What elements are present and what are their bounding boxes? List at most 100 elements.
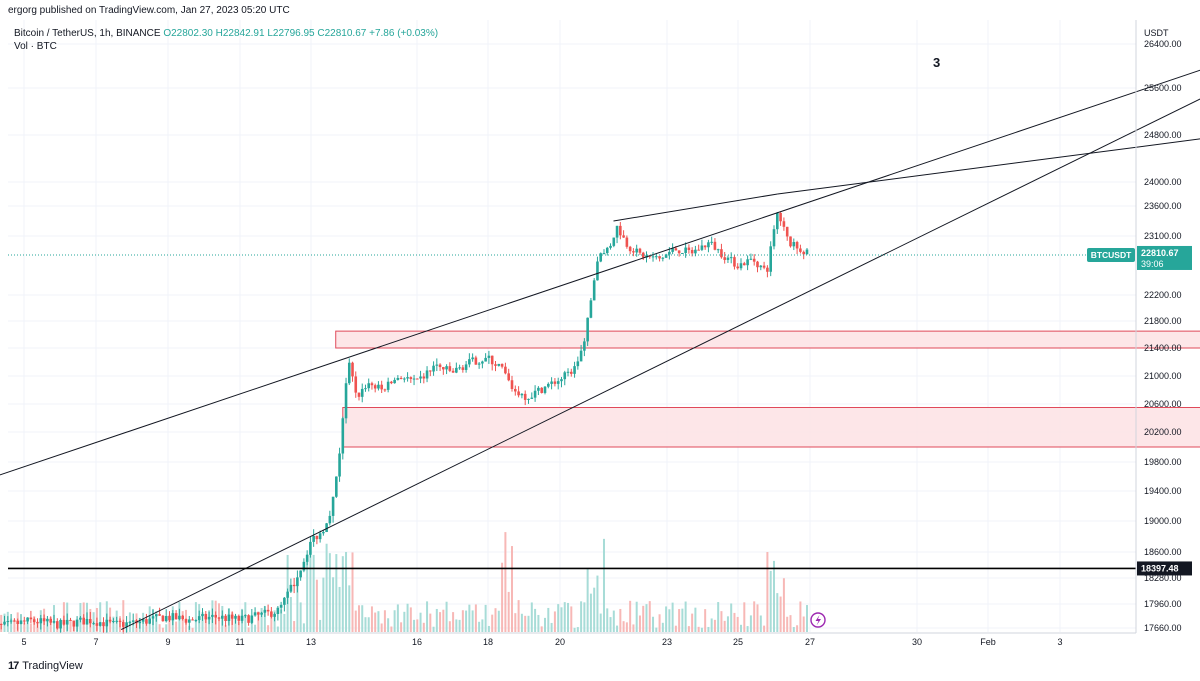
candle-body [779,212,782,222]
candle-body [422,376,426,379]
candle-body [415,378,419,380]
candle-body [612,237,616,246]
x-tick-label: 23 [662,637,672,647]
volume-bar [773,560,775,632]
volume-bar [20,620,22,632]
volume-bar [609,617,612,632]
volume-bar [409,607,412,632]
candle-body [566,371,570,373]
volume-bar [250,622,253,632]
candle-body [458,367,461,369]
volume-bar [619,608,622,632]
candle-body [122,621,125,627]
volume-bar [511,546,513,632]
candle-body [341,418,345,454]
volume-bar [319,619,322,632]
y-tick-label: 23100.00 [1144,231,1182,241]
volume-bar [782,578,785,632]
candle-body [240,615,244,621]
volume-bar [586,568,589,632]
volume-bar [478,621,481,632]
candle-body [42,618,46,622]
candle-body [393,379,396,384]
candle-body [477,363,481,365]
volume-bar [452,612,455,632]
volume-bar [517,600,520,632]
candle-body [9,620,13,622]
volume-bar [204,614,207,632]
volume-bar [145,621,148,632]
candle-body [309,541,312,555]
volume-bar [26,618,29,632]
candle-body [207,616,211,620]
symbol-tag-box [1087,247,1135,262]
candle-body [438,364,442,368]
trendline [777,138,1200,195]
symbol-tag: BTCUSDT [1091,250,1132,260]
candle-body [380,384,383,390]
candle-body [237,615,241,621]
candle-body [703,245,707,248]
candle-body [279,604,283,608]
candle-body [191,619,194,621]
candle-body [318,533,322,540]
volume-bar [224,625,227,632]
candle-body [181,615,184,620]
candle-body [776,212,779,230]
volume-bar [361,605,364,632]
candle-body [655,256,658,258]
candle-body [523,393,527,400]
candle-body [419,376,422,379]
candle-body [3,621,6,625]
candle-body [23,620,26,622]
volume-bar [23,622,26,632]
volume-bar [730,603,733,632]
candle-body [651,256,655,258]
volume-bar [471,610,474,632]
volume-bar [573,627,576,632]
candle-body [573,366,576,374]
candle-body [716,249,720,251]
volume-bar [69,621,72,632]
candle-body [178,615,181,620]
volume-bar [550,622,553,632]
volume-bar [387,618,390,632]
volume-bar [635,601,638,632]
candle-body [266,609,270,612]
y-tick-label: 23600.00 [1144,201,1182,211]
volume-bar [668,609,671,632]
y-tick-label: 22200.00 [1144,290,1182,300]
y-tick-label: 26400.00 [1144,39,1182,49]
footer-brand[interactable]: 17 TradingView [8,660,83,672]
volume-bar [759,615,762,632]
candle-body [354,376,358,393]
candle-body [589,300,593,318]
volume-bar [661,622,664,632]
symbol-name: Bitcoin / TetherUS, 1h, BINANCE [14,28,161,39]
volume-bar [616,625,619,632]
candle-body [95,623,99,626]
volume-bar [132,622,135,632]
y-tick-label: 19800.00 [1144,457,1182,467]
candle-body [592,280,596,301]
candle-body [283,597,286,605]
candle-body [602,253,606,255]
candle-body [537,387,540,391]
y-tick-label: 20200.00 [1144,427,1182,437]
candle-body [325,523,328,533]
candle-body [331,496,335,516]
candle-body [684,247,687,253]
candle-body [507,373,510,381]
candle-body [625,237,629,247]
lightning-icon[interactable] [810,612,826,628]
candle-body [500,363,504,367]
candle-body [32,619,36,623]
volume-bar [497,610,500,632]
candle-body [257,612,260,615]
candle-body [762,265,766,268]
x-tick-label: 16 [412,637,422,647]
volume-bar [599,613,602,632]
volume-bar [691,613,694,632]
volume-bar [481,619,484,632]
